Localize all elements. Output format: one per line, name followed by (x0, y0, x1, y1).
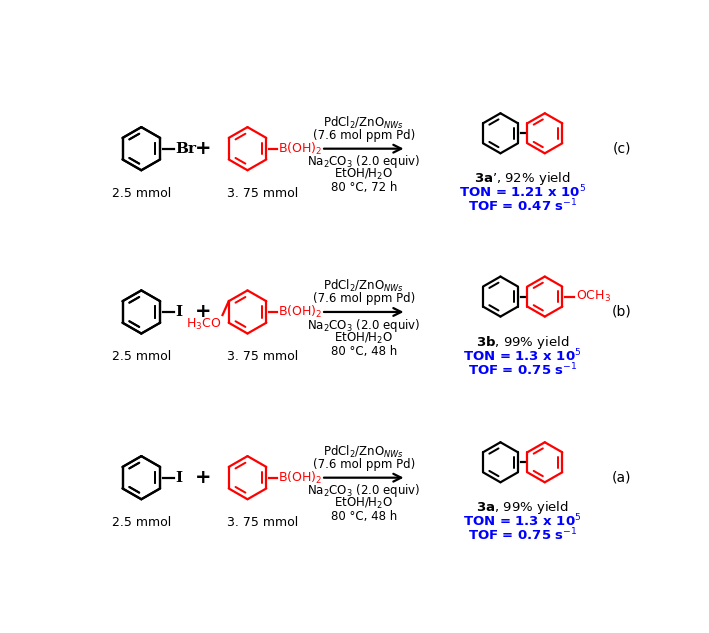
Text: PdCl$_2$/ZnO$_\mathit{NWs}$: PdCl$_2$/ZnO$_\mathit{NWs}$ (323, 278, 404, 294)
Text: $\bf{3a’}$, 92% yield: $\bf{3a’}$, 92% yield (474, 170, 571, 187)
Text: (7.6 mol ppm Pd): (7.6 mol ppm Pd) (313, 458, 415, 471)
Text: (c): (c) (613, 142, 631, 156)
Text: Na$_2$CO$_3$ (2.0 equiv): Na$_2$CO$_3$ (2.0 equiv) (307, 153, 420, 170)
Text: 80 °C, 48 h: 80 °C, 48 h (330, 345, 397, 358)
Text: 3. 75 mmol: 3. 75 mmol (228, 351, 298, 363)
Text: PdCl$_2$/ZnO$_\mathit{NWs}$: PdCl$_2$/ZnO$_\mathit{NWs}$ (323, 115, 404, 130)
Text: (b): (b) (612, 305, 632, 319)
Text: EtOH/H$_2$O: EtOH/H$_2$O (334, 167, 393, 182)
Text: EtOH/H$_2$O: EtOH/H$_2$O (334, 496, 393, 511)
Text: H$_3$CO: H$_3$CO (186, 316, 221, 332)
Text: Na$_2$CO$_3$ (2.0 equiv): Na$_2$CO$_3$ (2.0 equiv) (307, 482, 420, 499)
Text: +: + (195, 139, 211, 158)
Text: 3. 75 mmol: 3. 75 mmol (228, 516, 298, 529)
Text: +: + (195, 468, 211, 487)
Text: (7.6 mol ppm Pd): (7.6 mol ppm Pd) (313, 129, 415, 142)
Text: I: I (175, 471, 182, 485)
Text: Br: Br (175, 142, 196, 156)
Text: B(OH)$_2$: B(OH)$_2$ (279, 141, 323, 157)
Text: Na$_2$CO$_3$ (2.0 equiv): Na$_2$CO$_3$ (2.0 equiv) (307, 316, 420, 334)
Text: $\bf{3b}$, 99% yield: $\bf{3b}$, 99% yield (476, 334, 569, 351)
Text: 2.5 mmol: 2.5 mmol (112, 351, 171, 363)
Text: TON = 1.3 x 10$^5$: TON = 1.3 x 10$^5$ (464, 513, 582, 530)
Text: TOF = 0.75 s$^{-1}$: TOF = 0.75 s$^{-1}$ (468, 527, 578, 544)
Text: TON = 1.21 x 10$^5$: TON = 1.21 x 10$^5$ (459, 184, 586, 201)
Text: 3. 75 mmol: 3. 75 mmol (228, 187, 298, 200)
Text: B(OH)$_2$: B(OH)$_2$ (279, 470, 323, 486)
Text: TOF = 0.75 s$^{-1}$: TOF = 0.75 s$^{-1}$ (468, 361, 578, 378)
Text: B(OH)$_2$: B(OH)$_2$ (279, 304, 323, 320)
Text: TON = 1.3 x 10$^5$: TON = 1.3 x 10$^5$ (464, 348, 582, 364)
Text: I: I (175, 305, 182, 319)
Text: 2.5 mmol: 2.5 mmol (112, 187, 171, 200)
Text: 80 °C, 48 h: 80 °C, 48 h (330, 510, 397, 523)
Text: 80 °C, 72 h: 80 °C, 72 h (330, 182, 397, 194)
Text: $\bf{3a}$, 99% yield: $\bf{3a}$, 99% yield (476, 499, 569, 517)
Text: (a): (a) (612, 471, 632, 485)
Text: +: + (195, 303, 211, 322)
Text: EtOH/H$_2$O: EtOH/H$_2$O (334, 330, 393, 346)
Text: 2.5 mmol: 2.5 mmol (112, 516, 171, 529)
Text: TOF = 0.47 s$^{-1}$: TOF = 0.47 s$^{-1}$ (468, 198, 578, 215)
Text: OCH$_3$: OCH$_3$ (576, 289, 610, 304)
Text: PdCl$_2$/ZnO$_\mathit{NWs}$: PdCl$_2$/ZnO$_\mathit{NWs}$ (323, 444, 404, 460)
Text: (7.6 mol ppm Pd): (7.6 mol ppm Pd) (313, 292, 415, 305)
